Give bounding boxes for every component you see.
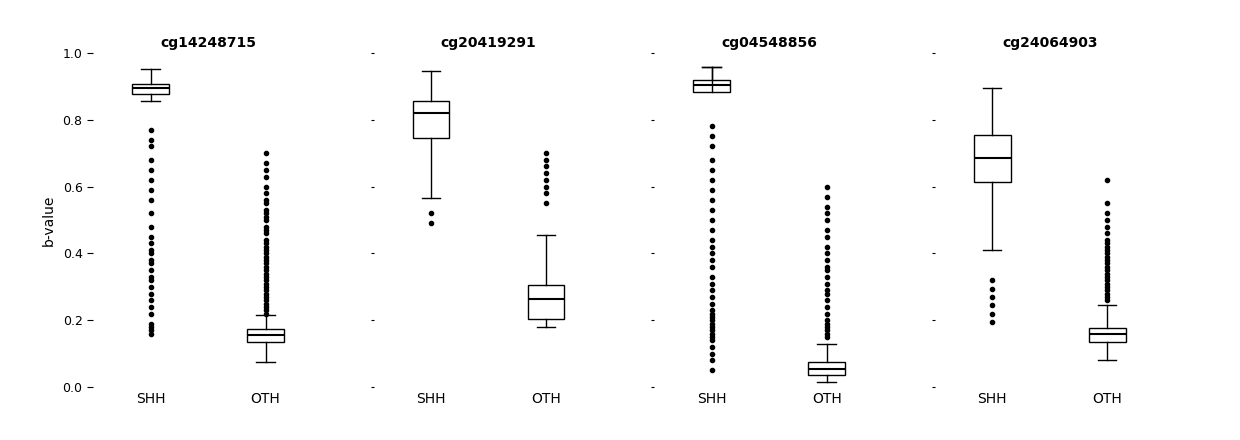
Title: cg14248715: cg14248715 xyxy=(160,36,255,50)
Title: cg24064903: cg24064903 xyxy=(1002,36,1097,50)
Title: cg04548856: cg04548856 xyxy=(722,36,817,50)
Title: cg20419291: cg20419291 xyxy=(440,36,537,50)
PathPatch shape xyxy=(973,135,1011,182)
PathPatch shape xyxy=(693,80,730,92)
PathPatch shape xyxy=(808,362,844,375)
Y-axis label: b-value: b-value xyxy=(42,194,56,246)
PathPatch shape xyxy=(247,329,284,342)
PathPatch shape xyxy=(413,101,449,138)
PathPatch shape xyxy=(528,285,564,319)
PathPatch shape xyxy=(1089,328,1126,342)
PathPatch shape xyxy=(133,84,169,94)
